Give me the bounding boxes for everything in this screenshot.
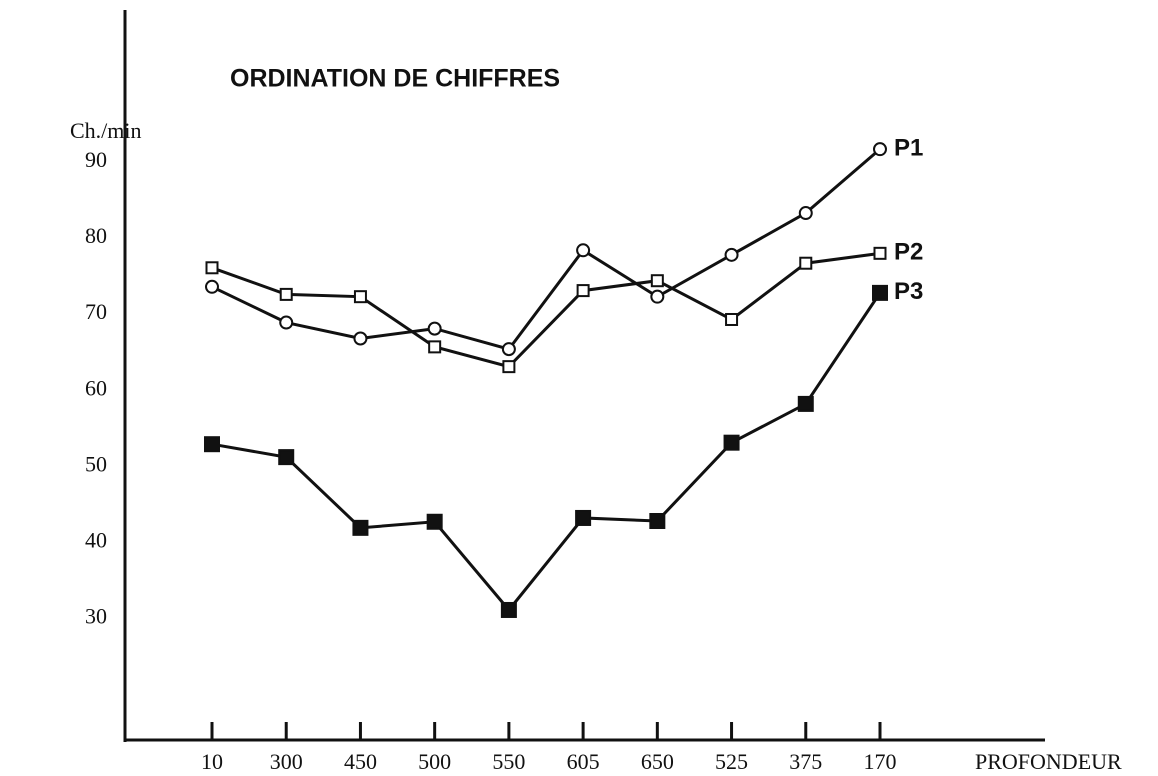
point: [873, 246, 887, 260]
point: [502, 360, 516, 374]
point: [204, 436, 220, 453]
point: [205, 279, 219, 294]
point: [278, 449, 295, 466]
point: [352, 519, 369, 536]
x-tick-label: 10: [201, 749, 223, 774]
point: [872, 284, 888, 301]
legend-label: P3: [894, 278, 923, 305]
point: [500, 601, 517, 618]
x-tick-label: 300: [270, 749, 303, 774]
series-line: [211, 251, 881, 369]
point: [576, 284, 590, 298]
legend-label: P2: [894, 239, 923, 266]
point: [799, 256, 813, 270]
point: [205, 261, 219, 275]
point: [725, 312, 739, 326]
point: [428, 340, 442, 354]
point: [650, 274, 664, 288]
x-tick-label: 170: [864, 749, 897, 774]
x-tick-label: 525: [715, 749, 748, 774]
x-tick-label: 650: [641, 749, 674, 774]
series-line: [211, 148, 881, 351]
series-line: [211, 292, 882, 613]
point: [575, 509, 592, 526]
point: [353, 331, 368, 346]
point: [279, 315, 294, 330]
y-tick-label: 60: [85, 375, 107, 400]
y-tick-label: 90: [85, 147, 107, 172]
x-tick-label: 500: [418, 749, 451, 774]
x-tick-label: 550: [492, 749, 525, 774]
point: [427, 321, 442, 336]
y-axis-label: Ch./min: [70, 118, 142, 143]
point: [426, 513, 443, 530]
point: [576, 243, 591, 258]
point: [797, 395, 814, 412]
y-tick-label: 40: [85, 527, 107, 552]
point: [724, 247, 739, 262]
point: [650, 289, 665, 304]
x-tick-label: 605: [567, 749, 600, 774]
point: [649, 513, 666, 529]
y-tick-label: 80: [85, 223, 107, 248]
point: [723, 434, 740, 451]
point: [279, 287, 293, 301]
x-axis-label: PROFONDEUR: [975, 749, 1122, 774]
point: [873, 142, 887, 157]
point: [501, 342, 516, 357]
point: [353, 290, 367, 304]
x-tick-label: 375: [789, 749, 822, 774]
y-tick-label: 70: [85, 299, 107, 324]
y-tick-label: 50: [85, 451, 107, 476]
y-tick-label: 30: [85, 603, 107, 628]
point: [798, 206, 813, 221]
x-tick-label: 450: [344, 749, 377, 774]
chart-title: ORDINATION DE CHIFFRES: [230, 65, 560, 93]
legend-label: P1: [894, 135, 923, 162]
